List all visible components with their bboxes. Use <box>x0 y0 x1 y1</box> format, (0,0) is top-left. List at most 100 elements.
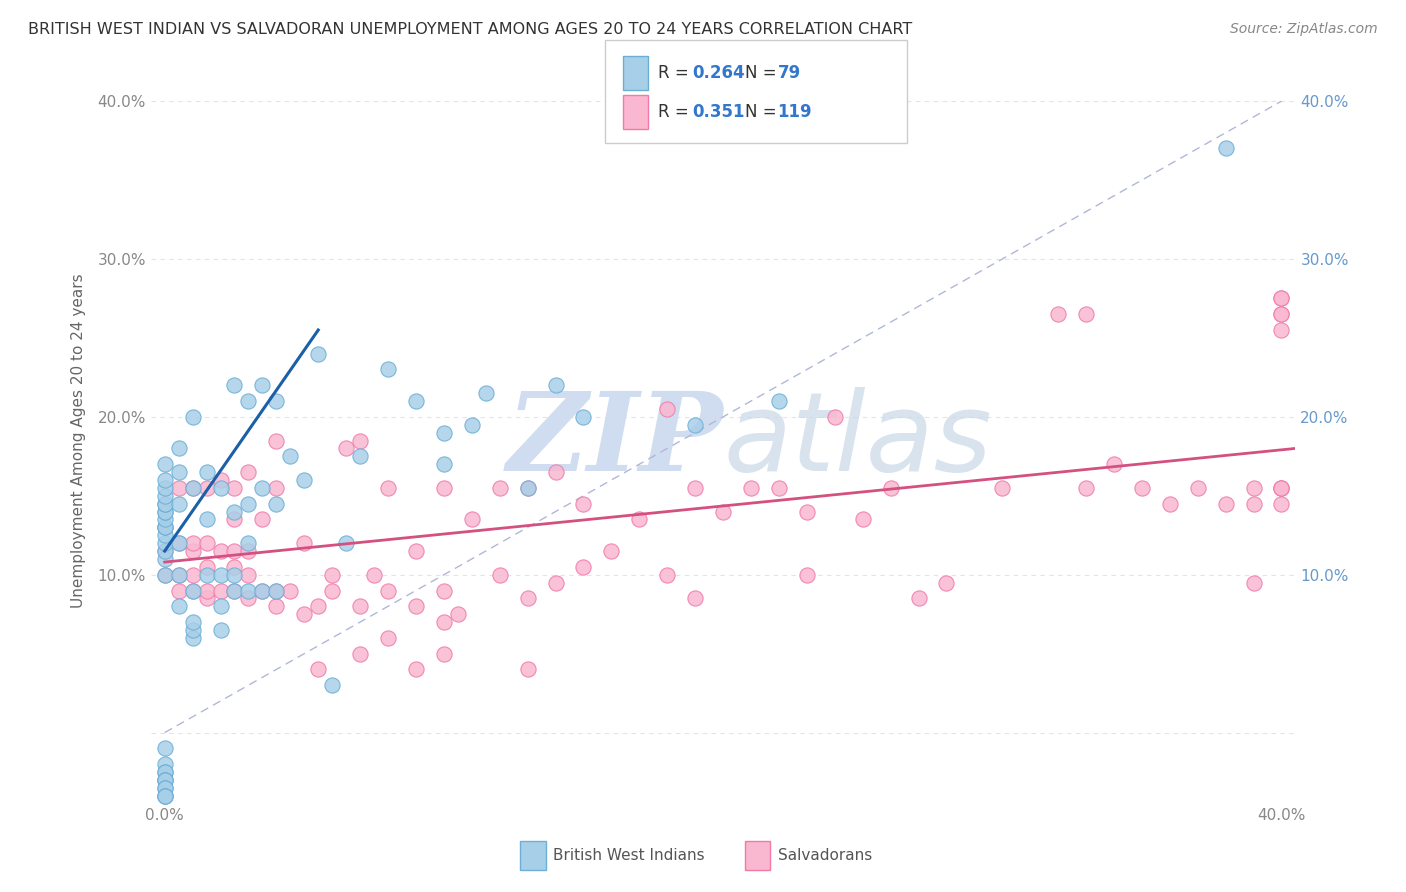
Point <box>628 512 651 526</box>
Point <box>195 481 218 495</box>
Point <box>433 481 456 495</box>
Point <box>824 409 846 424</box>
Point <box>307 662 329 676</box>
Point <box>252 583 274 598</box>
Point <box>377 583 399 598</box>
Point <box>167 567 190 582</box>
Point <box>1243 575 1265 590</box>
Point <box>153 505 176 519</box>
Point <box>153 457 176 471</box>
Point <box>516 481 538 495</box>
Point <box>991 481 1014 495</box>
Point <box>1187 481 1209 495</box>
Point <box>572 559 595 574</box>
Point <box>1215 141 1237 155</box>
Point <box>209 623 232 637</box>
Point <box>153 489 176 503</box>
Point <box>153 512 176 526</box>
Point <box>238 465 260 479</box>
Point <box>572 497 595 511</box>
Point <box>195 536 218 550</box>
Point <box>683 417 706 432</box>
Text: N =: N = <box>745 103 782 121</box>
Point <box>167 442 190 456</box>
Point <box>321 583 343 598</box>
Point <box>238 394 260 409</box>
Point <box>224 583 246 598</box>
Point <box>516 662 538 676</box>
Point <box>1102 457 1125 471</box>
Point <box>657 401 679 416</box>
Point <box>224 583 246 598</box>
Point <box>447 607 470 622</box>
Point <box>153 780 176 795</box>
Point <box>153 520 176 534</box>
Point <box>405 544 427 558</box>
Point <box>377 362 399 376</box>
Point <box>181 481 204 495</box>
Point <box>153 741 176 756</box>
Point <box>153 497 176 511</box>
Point <box>349 599 371 614</box>
Point <box>153 536 176 550</box>
Point <box>768 394 790 409</box>
Point <box>600 544 623 558</box>
Point <box>683 591 706 606</box>
Point <box>252 481 274 495</box>
Text: 79: 79 <box>778 64 801 82</box>
Text: 119: 119 <box>778 103 813 121</box>
Point <box>433 615 456 629</box>
Point <box>516 481 538 495</box>
Point <box>153 789 176 803</box>
Text: R =: R = <box>658 64 695 82</box>
Point <box>433 647 456 661</box>
Point <box>266 497 288 511</box>
Point <box>266 583 288 598</box>
Point <box>209 583 232 598</box>
Point <box>349 450 371 464</box>
Point <box>167 481 190 495</box>
Point <box>153 528 176 542</box>
Point <box>266 599 288 614</box>
Point <box>544 465 567 479</box>
Point <box>852 512 875 526</box>
Point <box>252 378 274 392</box>
Point <box>153 772 176 787</box>
Point <box>307 599 329 614</box>
Point <box>153 789 176 803</box>
Point <box>153 772 176 787</box>
Point <box>266 583 288 598</box>
Point <box>1130 481 1153 495</box>
Point <box>167 567 190 582</box>
Point <box>167 497 190 511</box>
Point <box>711 505 734 519</box>
Point <box>768 481 790 495</box>
Point <box>209 567 232 582</box>
Point <box>238 567 260 582</box>
Point <box>544 378 567 392</box>
Point <box>238 544 260 558</box>
Point <box>879 481 901 495</box>
Point <box>153 765 176 780</box>
Point <box>292 536 315 550</box>
Text: 0.264: 0.264 <box>692 64 744 82</box>
Point <box>181 544 204 558</box>
Point <box>181 623 204 637</box>
Point <box>1270 481 1292 495</box>
Text: ZIP: ZIP <box>506 387 723 494</box>
Text: R =: R = <box>658 103 695 121</box>
Point <box>153 544 176 558</box>
Point <box>153 473 176 487</box>
Point <box>153 567 176 582</box>
Point <box>278 450 301 464</box>
Point <box>292 607 315 622</box>
Point <box>1270 307 1292 321</box>
Point <box>405 662 427 676</box>
Point <box>461 417 484 432</box>
Point <box>224 512 246 526</box>
Point <box>224 567 246 582</box>
Point <box>181 409 204 424</box>
Point <box>224 378 246 392</box>
Point <box>153 520 176 534</box>
Text: 0.351: 0.351 <box>692 103 744 121</box>
